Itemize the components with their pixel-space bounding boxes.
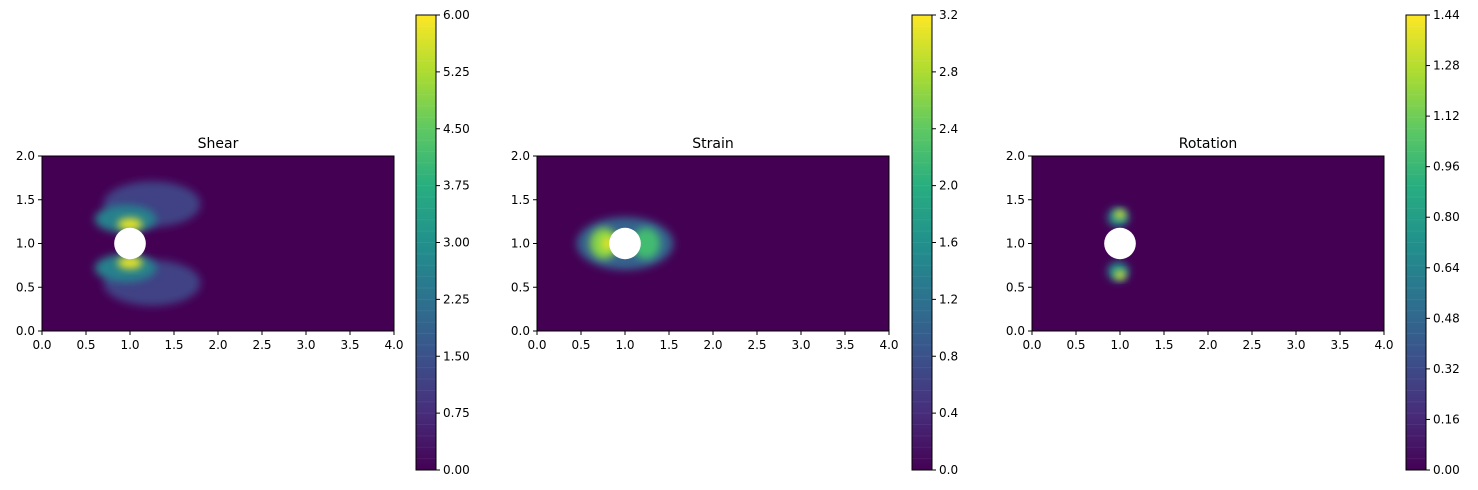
y-tick-label: 0.5 [1006,280,1025,294]
x-tick-label: 3.0 [1286,338,1305,352]
panel-strain: Strain 0.0 0.5 1.0 1.5 2.0 2.5 3.0 3.5 4.0 0.0 0.5 1… [511,8,958,477]
x-tick-label: 0.5 [571,338,590,352]
colorbar-tick-label: 5.25 [443,65,470,79]
colorbar-tick-label: 0.80 [1433,210,1460,224]
x-tick-label: 1.0 [120,338,139,352]
colorbar-tick-label: 2.8 [939,65,958,79]
heatmap-background [42,156,394,331]
panel-rotation: Rotation 0.0 0.5 1.0 1.5 2.0 2.5 3.0 3.5 4.0 0.0 0.… [1006,8,1460,477]
panel-title: Strain [692,136,733,152]
x-tick-label: 0.0 [1022,338,1041,352]
x-tick-label: 3.0 [296,338,315,352]
y-tick-label: 1.5 [511,193,530,207]
y-tick-label: 1.5 [16,193,35,207]
x-tick-label: 0.0 [32,338,51,352]
colorbar-tick-label: 1.28 [1433,59,1460,73]
colorbar-tick-label: 0.0 [939,463,958,477]
x-tick-label: 3.0 [791,338,810,352]
colorbar: 0.00 0.16 0.32 0.48 0.64 0.80 0.96 1.12 1.28 1.44 [1405,8,1460,477]
colorbar-tick-label: 0.16 [1433,412,1460,426]
x-tick-label: 2.5 [252,338,271,352]
colorbar-tick-label: 1.2 [939,292,958,306]
field-region-3 [1114,270,1126,280]
colorbar-gradient [416,15,436,470]
panel-title: Rotation [1179,136,1238,152]
heatmap-background [1032,156,1384,331]
colorbar-tick-label: 0.4 [939,406,958,420]
x-tick-label: 1.5 [164,338,183,352]
panel-title: Shear [198,136,239,152]
x-tick-label: 3.5 [835,338,854,352]
x-tick-label: 4.0 [1374,338,1393,352]
x-tick-label: 2.5 [1242,338,1261,352]
colorbar-tick-label: 0.00 [1433,463,1460,477]
x-tick-label: 0.0 [527,338,546,352]
x-tick-label: 2.0 [208,338,227,352]
y-tick-label: 2.0 [1006,149,1025,163]
x-tick-label: 0.5 [1066,338,1085,352]
y-tick-label: 0.0 [1006,324,1025,338]
y-tick-label: 0.0 [511,324,530,338]
y-tick-label: 2.0 [511,149,530,163]
y-tick-label: 0.0 [16,324,35,338]
x-tick-label: 1.0 [1110,338,1129,352]
colorbar-tick-label: 0.48 [1433,311,1460,325]
heatmap-field [537,156,889,331]
colorbar-tick-label: 3.75 [443,179,470,193]
y-tick-label: 1.5 [1006,193,1025,207]
obstacle-circle [609,227,641,260]
y-tick-label: 1.0 [511,237,530,251]
colorbar-tick-label: 3.2 [939,8,958,22]
colorbar-tick-label: 4.50 [443,122,470,136]
x-tick-label: 4.0 [384,338,403,352]
colorbar-tick-label: 1.50 [443,349,470,363]
heatmap-field [1032,156,1384,331]
colorbar-tick-label: 6.00 [443,8,470,22]
colorbar-tick-label: 0.64 [1433,261,1460,275]
x-tick-label: 1.5 [659,338,678,352]
x-tick-label: 2.0 [703,338,722,352]
colorbar-tick-label: 3.00 [443,236,470,250]
colorbar-tick-label: 0.75 [443,406,470,420]
colorbar-tick-label: 2.4 [939,122,958,136]
y-tick-label: 0.5 [16,280,35,294]
colorbar-tick-label: 0.32 [1433,362,1460,376]
colorbar-tick-label: 2.0 [939,179,958,193]
y-tick-label: 2.0 [16,149,35,163]
colorbar-tick-label: 0.8 [939,349,958,363]
y-tick-label: 0.5 [511,280,530,294]
heatmap-field [42,156,394,331]
x-tick-label: 2.0 [1198,338,1217,352]
x-tick-label: 4.0 [879,338,898,352]
colorbar-tick-label: 1.6 [939,236,958,250]
colorbar-tick-label: 1.12 [1433,109,1460,123]
field-region-2 [632,227,661,260]
obstacle-circle [114,227,146,260]
colorbar-tick-label: 0.00 [443,463,470,477]
x-tick-label: 1.0 [615,338,634,352]
y-tick-label: 1.0 [16,237,35,251]
colorbar: 0.0 0.4 0.8 1.2 1.6 2.0 2.4 2.8 3.2 [911,8,958,477]
x-tick-label: 2.5 [747,338,766,352]
colorbar-tick-label: 0.96 [1433,160,1460,174]
field-region-4 [117,218,143,231]
field-region-2 [1114,210,1126,219]
colorbar-gradient [912,15,932,470]
colorbar-tick-label: 1.44 [1433,8,1460,22]
colorbar-tick-label: 2.25 [443,292,470,306]
x-tick-label: 3.5 [340,338,359,352]
y-tick-label: 1.0 [1006,237,1025,251]
colorbar-gradient [1406,15,1426,470]
panel-shear: Shear 0.0 0.5 1.0 1.5 2.0 2.5 3.0 3.5 4.0 0.0 0.5 1.… [16,8,470,477]
x-tick-label: 1.5 [1154,338,1173,352]
field-region-5 [117,256,143,269]
obstacle-circle [1104,227,1136,260]
x-tick-label: 0.5 [76,338,95,352]
colorbar: 0.00 0.75 1.50 2.25 3.00 3.75 4.50 5.25 6.00 [415,8,470,477]
x-tick-label: 3.5 [1330,338,1349,352]
colorbar-frame [1405,14,1427,471]
